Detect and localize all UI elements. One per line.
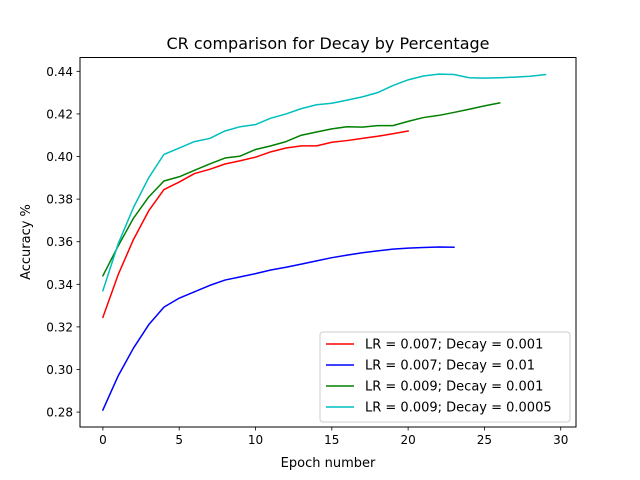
y-axis-ticks: 0.28 0.30 0.32 0.34 0.36 0.38 0.40 0.42 0.44	[46, 65, 80, 420]
x-tick-label: 0	[99, 433, 107, 447]
y-axis-label: Accuracy %	[19, 204, 34, 280]
legend-box	[319, 331, 571, 423]
y-tick-label: 0.40	[46, 150, 73, 164]
x-axis-label: Epoch number	[281, 456, 376, 471]
series-line-1	[101, 130, 409, 319]
y-tick-label: 0.42	[46, 107, 73, 121]
legend-items: LR = 0.007; Decay = 0.001 LR = 0.007; Dec…	[326, 338, 552, 416]
y-tick-label: 0.28	[46, 406, 73, 420]
legend-label-1: LR = 0.007; Decay = 0.001	[365, 338, 543, 353]
y-tick-label: 0.44	[46, 65, 73, 79]
x-tick-label: 20	[400, 433, 415, 447]
legend-label-2: LR = 0.007; Decay = 0.01	[365, 359, 535, 374]
x-tick-label: 15	[324, 433, 339, 447]
series-line-3	[101, 101, 501, 277]
chart-title: CR comparison for Decay by Percentage	[166, 34, 489, 53]
series-line-4	[101, 73, 547, 292]
series-layer	[101, 73, 547, 411]
x-tick-label: 10	[248, 433, 263, 447]
y-tick-label: 0.30	[46, 363, 73, 377]
y-tick-label: 0.36	[46, 235, 73, 249]
legend-label-4: LR = 0.009; Decay = 0.0005	[365, 401, 552, 416]
y-tick-label: 0.32	[46, 320, 73, 334]
x-tick-label: 30	[553, 433, 568, 447]
x-tick-label: 5	[175, 433, 183, 447]
plot-frame	[79, 57, 577, 428]
series-line-2	[101, 246, 455, 411]
legend: LR = 0.007; Decay = 0.001 LR = 0.007; Dec…	[319, 331, 571, 423]
y-tick-label: 0.38	[46, 193, 73, 207]
x-tick-label: 25	[477, 433, 492, 447]
y-tick-label: 0.34	[46, 278, 73, 292]
legend-label-3: LR = 0.009; Decay = 0.001	[365, 380, 543, 395]
x-axis-ticks: 0 5 10 15 20 25 30	[99, 427, 568, 447]
